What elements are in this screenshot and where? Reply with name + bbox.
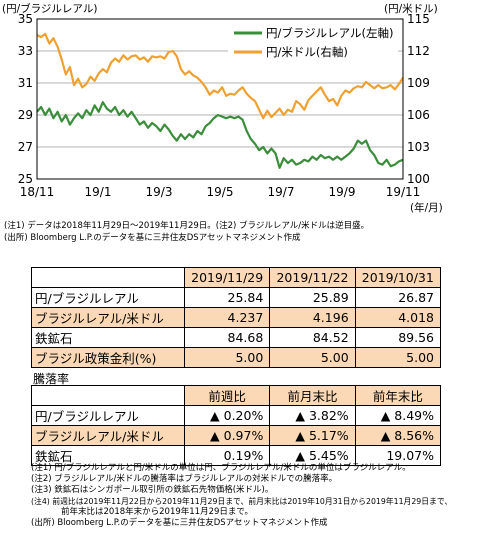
cell: 0.19% [183, 445, 271, 466]
cell: 25.84 [183, 287, 271, 308]
table-row: 鉄鉱石 0.19% ▲ 5.45% 19.07% [31, 445, 442, 466]
table-row: 円/ブラジルレアル ▲ 0.20% ▲ 3.82% ▲ 8.49% [31, 405, 442, 426]
change-col-1: 前週比 [183, 385, 271, 406]
table-note-6: (出所) Bloomberg L.P.のデータを基に三井住友DSアセットマネジメ… [31, 518, 328, 528]
cell: ▲ 0.20% [183, 405, 271, 426]
x-tick-label: 19/9 [329, 185, 356, 199]
right-tick-label: 115 [407, 12, 430, 26]
series-line-brl [36, 101, 404, 169]
rates-table-header: 2019/11/29 2019/11/22 2019/10/31 [31, 267, 442, 288]
chart-note-2: (出所) Bloomberg L.P.のデータを基に三井住友DSアセットマネジメ… [4, 233, 301, 243]
left-tick-label: 35 [18, 12, 33, 26]
series-line-usd [36, 32, 404, 120]
table-note-1: (注1) 円/ブラジルレアルと円/米ドルの単位は円、ブラジルレアル/米ドルの単位… [31, 463, 411, 473]
cell: 4.237 [183, 307, 271, 328]
cell: ▲ 8.49% [354, 405, 442, 426]
left-tick-label: 29 [18, 108, 33, 122]
cell: 19.07% [354, 445, 442, 466]
cell: ▲ 0.97% [183, 425, 271, 446]
chart-note-1: (注1) データは2018年11月29日～2019年11月29日。(注2) ブラ… [4, 221, 370, 231]
plot-frame [36, 18, 404, 180]
row-label: ブラジルレアル/米ドル [31, 425, 185, 446]
cell: ▲ 5.17% [269, 425, 356, 446]
right-tick-label: 109 [407, 76, 430, 90]
table-note-3: (注3) 鉄鉱石はシンガポール取引所の鉄鉱石先物価格(米ドル)。 [31, 485, 274, 495]
left-axis-unit: (円/ブラジルレアル) [2, 2, 97, 15]
left-tick-label: 27 [18, 140, 33, 154]
cell: ▲ 8.56% [354, 425, 442, 446]
change-col-3: 前年末比 [354, 385, 442, 406]
cell: 4.196 [269, 307, 356, 328]
change-table-caption: 騰落率 [33, 372, 70, 386]
right-tick-label: 106 [407, 108, 430, 122]
cell: 4.018 [354, 307, 442, 328]
cell: 5.00 [269, 347, 356, 368]
legend: 円/ブラジルレアル(左軸) 円/米ドル(右軸) [228, 23, 398, 61]
left-tick-label: 25 [18, 172, 33, 186]
row-label: 円/ブラジルレアル [31, 287, 185, 308]
change-table-header: 前週比 前月末比 前年末比 [31, 385, 442, 406]
right-tick-label: 100 [407, 172, 430, 186]
rates-col-1: 2019/11/29 [183, 267, 271, 288]
table-row: ブラジルレアル/米ドル ▲ 0.97% ▲ 5.17% ▲ 8.56% [31, 425, 442, 446]
cell: ▲ 3.82% [269, 405, 356, 426]
x-tick-label: 19/3 [146, 185, 173, 199]
rates-col-2: 2019/11/22 [269, 267, 356, 288]
table-note-4: (注4) 前週比は2019年11月22日から2019年11月29日まで、前月末比… [31, 497, 453, 506]
right-tick-label: 112 [407, 44, 430, 58]
right-tick-label: 103 [407, 140, 430, 154]
right-axis-unit: (円/米ドル) [384, 2, 438, 15]
table-row: ブラジルレアル/米ドル 4.237 4.196 4.018 [31, 307, 442, 328]
table-note-2: (注2) ブラジルレアル/米ドルの騰落率はブラジルレアルの対米ドルでの騰落率。 [31, 474, 338, 484]
cell: 5.00 [183, 347, 271, 368]
x-tick-label: 18/11 [20, 185, 55, 199]
cell: 89.56 [354, 327, 442, 348]
row-label: ブラジルレアル/米ドル [31, 307, 185, 328]
x-tick-label: 19/11 [386, 185, 421, 199]
legend-label-brl: 円/ブラジルレアル(左軸) [266, 26, 394, 40]
cell: 84.68 [183, 327, 271, 348]
legend-label-usd: 円/米ドル(右軸) [266, 45, 348, 59]
cell: 26.87 [354, 287, 442, 308]
table-row: 円/ブラジルレアル 25.84 25.89 26.87 [31, 287, 442, 308]
left-tick-label: 31 [18, 76, 33, 90]
row-label: ブラジル政策金利(%) [31, 347, 185, 368]
table-row: ブラジル政策金利(%) 5.00 5.00 5.00 [31, 347, 442, 368]
rates-table: 2019/11/29 2019/11/22 2019/10/31 円/ブラジルレ… [31, 267, 442, 368]
cell: 25.89 [269, 287, 356, 308]
cell: 5.00 [354, 347, 442, 368]
rates-col-3: 2019/10/31 [354, 267, 442, 288]
change-table: 前週比 前月末比 前年末比 円/ブラジルレアル ▲ 0.20% ▲ 3.82% … [31, 385, 442, 466]
x-tick-label: 19/1 [85, 185, 112, 199]
cell: 84.52 [269, 327, 356, 348]
row-label: 円/ブラジルレアル [31, 405, 185, 426]
row-label: 鉄鉱石 [31, 327, 185, 348]
x-tick-label: 19/5 [207, 185, 234, 199]
row-label: 鉄鉱石 [31, 445, 185, 466]
left-tick-label: 33 [18, 44, 33, 58]
table-note-5: 前年末比は2018年末から2019年11月29日まで。 [61, 507, 254, 517]
x-tick-label: 19/7 [268, 185, 295, 199]
table-row: 鉄鉱石 84.68 84.52 89.56 [31, 327, 442, 348]
x-axis-unit: (年/月) [410, 201, 443, 214]
change-col-2: 前月末比 [269, 385, 356, 406]
